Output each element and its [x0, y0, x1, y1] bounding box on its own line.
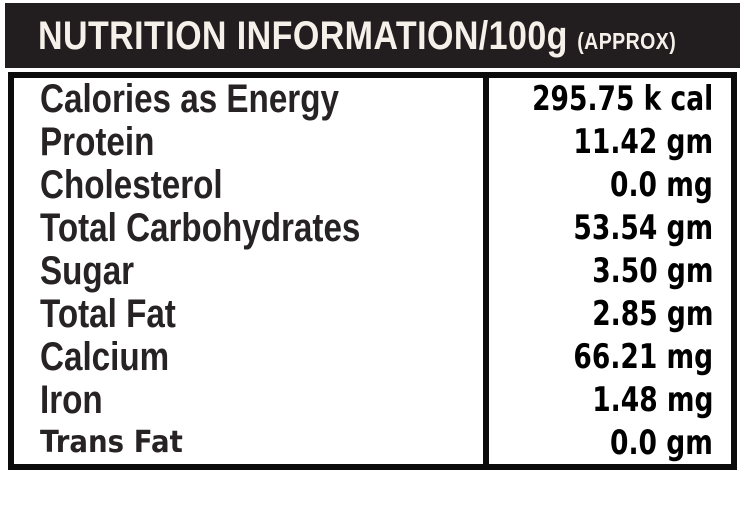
table-row-3: Cholesterol 0.0 mg	[14, 163, 731, 208]
row-value: 11.42 gm	[573, 122, 713, 163]
row-value-cell: 53.54 gm	[489, 207, 731, 250]
header-title: NUTRITION INFORMATION/100g	[38, 13, 568, 58]
row-value-cell: 0.0 gm	[489, 421, 731, 464]
nutrition-header-text: NUTRITION INFORMATION/100g (APPROX)	[38, 16, 676, 56]
nutrition-table: Calories as Energy 295.75 k cal Protein …	[8, 72, 737, 470]
row-value: 2.85 gm	[591, 293, 713, 334]
row-label: Protein	[40, 120, 155, 165]
table-row-4: Total Carbohydrates 53.54 gm	[14, 206, 731, 251]
row-label-cell: Calcium	[14, 334, 489, 379]
row-label-cell: Total Carbohydrates	[14, 206, 489, 251]
table-row-7: Calcium 66.21 mg	[14, 334, 731, 379]
nutrition-header-bar: NUTRITION INFORMATION/100g (APPROX)	[5, 3, 740, 68]
header-approx-note: (APPROX)	[577, 27, 677, 54]
row-label: Cholesterol	[40, 163, 223, 208]
table-row-8: Iron 1.48 mg	[14, 377, 731, 422]
row-label: Calcium	[40, 334, 170, 379]
row-label: Total Carbohydrates	[40, 206, 361, 251]
table-row-1: Calories as Energy 295.75 k cal	[14, 78, 731, 121]
row-label: Total Fat	[40, 291, 176, 336]
row-value-cell: 2.85 gm	[489, 292, 731, 335]
row-value-cell: 3.50 gm	[489, 250, 731, 293]
row-label-cell: Sugar	[14, 249, 489, 293]
row-label-cell: Total Fat	[14, 291, 489, 336]
row-label: Trans Fat	[40, 424, 183, 460]
row-label-cell: Cholesterol	[14, 163, 489, 208]
row-label-cell: Trans Fat	[14, 421, 489, 465]
row-label-cell: Calories as Energy	[14, 78, 489, 121]
row-label: Calories as Energy	[40, 77, 339, 122]
row-value: 1.48 mg	[591, 379, 713, 420]
row-label: Sugar	[40, 249, 135, 293]
table-row-6: Total Fat 2.85 gm	[14, 291, 731, 336]
row-label-cell: Iron	[14, 377, 489, 422]
row-label: Iron	[40, 377, 103, 422]
row-value-cell: 1.48 mg	[489, 378, 731, 421]
row-value: 66.21 mg	[573, 336, 713, 377]
row-label-cell: Protein	[14, 120, 489, 165]
row-value-cell: 0.0 mg	[489, 164, 731, 207]
row-value-cell: 66.21 mg	[489, 335, 731, 378]
row-value: 3.50 gm	[591, 251, 713, 291]
table-row-2: Protein 11.42 gm	[14, 120, 731, 165]
row-value: 53.54 gm	[573, 208, 713, 249]
row-value: 0.0 mg	[610, 165, 713, 206]
row-value: 0.0 gm	[610, 422, 713, 463]
row-value-cell: 11.42 gm	[489, 121, 731, 164]
table-row-9: Trans Fat 0.0 gm	[14, 421, 731, 465]
row-value: 295.75 k cal	[531, 79, 713, 120]
table-row-5: Sugar 3.50 gm	[14, 249, 731, 293]
row-value-cell: 295.75 k cal	[489, 78, 731, 121]
